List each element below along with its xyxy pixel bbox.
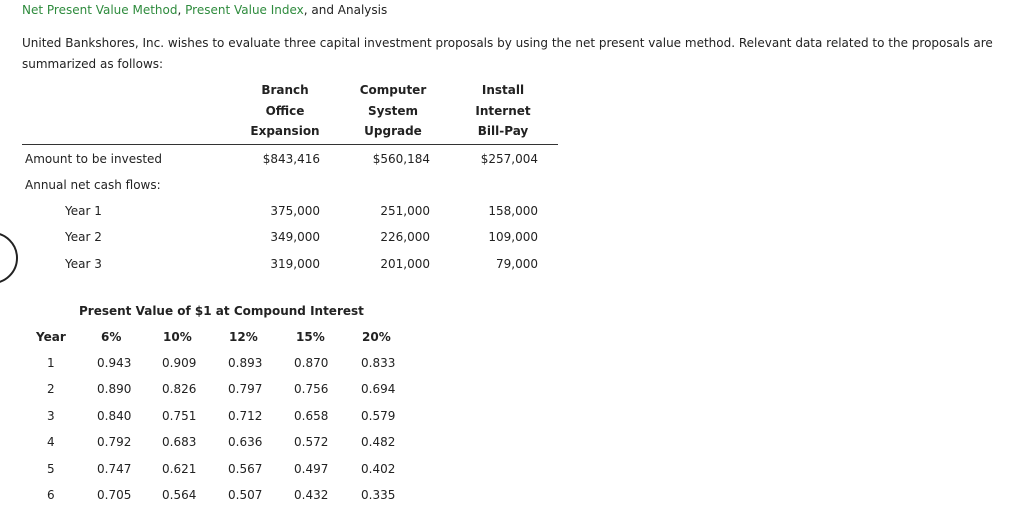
pv-factor-cell: 0.402 <box>361 461 396 476</box>
pv-factor-cell: 0.826 <box>162 382 197 397</box>
pv-factor-cell: 0.705 <box>97 488 132 502</box>
pv-factor-cell: 0.567 <box>228 461 263 476</box>
pv-factor-cell: 0.636 <box>228 435 263 450</box>
title-pvi-link[interactable]: Present Value Index <box>185 3 304 17</box>
cashflow-value: 375,000 <box>270 204 320 218</box>
pv-row-year: 6 <box>47 488 55 502</box>
cash-flows-label: Annual net cash flows: <box>25 178 161 192</box>
year-label: Year 2 <box>65 230 102 244</box>
scroll-handle-circle[interactable] <box>0 232 18 284</box>
pv-factor-cell: 0.683 <box>162 435 197 450</box>
pv-year-header: Year <box>36 330 66 344</box>
pv-factor-cell: 0.840 <box>97 408 132 423</box>
pv-factor-cell: 0.943 <box>97 356 132 370</box>
header-branch-office: Branch Office Expansion <box>230 80 340 142</box>
pv-factor-cell: 0.792 <box>97 435 132 450</box>
header-line: Install <box>481 83 525 97</box>
pv-rate-header: 12% <box>229 330 258 344</box>
header-line: System <box>368 103 418 118</box>
cashflow-value: 319,000 <box>270 257 320 271</box>
pv-table-title: Present Value of $1 at Compound Interest <box>79 304 364 318</box>
pv-factor-cell: 0.572 <box>294 435 329 450</box>
cashflow-value: 79,000 <box>496 257 538 271</box>
header-line: Expansion <box>250 124 320 138</box>
header-line: Office <box>265 103 305 118</box>
header-line: Branch <box>261 83 309 97</box>
pv-factor-cell: 0.482 <box>361 435 396 450</box>
pv-factor-cell: 0.658 <box>294 408 329 423</box>
cashflow-value: 109,000 <box>488 230 538 244</box>
pv-factor-cell: 0.335 <box>361 488 396 502</box>
amount-internet: $257,004 <box>480 152 538 166</box>
pv-factor-cell: 0.909 <box>162 356 197 370</box>
intro-paragraph: United Bankshores, Inc. wishes to evalua… <box>22 36 993 71</box>
page-title: Net Present Value Method, Present Value … <box>22 3 387 17</box>
pv-factor-cell: 0.712 <box>228 408 263 423</box>
pv-factor-cell: 0.751 <box>162 408 197 423</box>
pv-row-year: 1 <box>47 356 55 370</box>
pv-rate-header: 10% <box>163 330 192 344</box>
pv-row-year: 2 <box>47 382 55 397</box>
cashflow-value: 226,000 <box>380 230 430 244</box>
pv-factor-cell: 0.870 <box>294 356 329 370</box>
header-computer-system: Computer System Upgrade <box>338 80 448 142</box>
pv-row-year: 3 <box>47 408 55 423</box>
pv-factor-cell: 0.579 <box>361 408 396 423</box>
pv-factor-cell: 0.564 <box>162 488 197 502</box>
pv-factor-cell: 0.621 <box>162 461 197 476</box>
title-separator: , <box>177 3 186 17</box>
header-divider <box>22 144 558 145</box>
amount-computer: $560,184 <box>372 152 430 166</box>
cashflow-value: 201,000 <box>380 257 430 271</box>
pv-row-year: 4 <box>47 435 55 450</box>
header-internet-billpay: Install Internet Bill-Pay <box>448 80 558 142</box>
pv-factor-cell: 0.797 <box>228 382 263 397</box>
pv-rate-header: 15% <box>296 330 325 344</box>
cashflow-value: 349,000 <box>270 230 320 244</box>
pv-factor-cell: 0.756 <box>294 382 329 397</box>
pv-factor-cell: 0.747 <box>97 461 132 476</box>
year-label: Year 1 <box>65 204 102 218</box>
pv-factor-cell: 0.497 <box>294 461 329 476</box>
pv-rate-header: 6% <box>101 330 122 344</box>
amount-label: Amount to be invested <box>25 152 163 166</box>
cashflow-value: 158,000 <box>488 204 538 218</box>
title-npv-link[interactable]: Net Present Value Method <box>22 3 178 17</box>
pv-rate-header: 20% <box>362 330 391 344</box>
year-label: Year 3 <box>65 257 102 271</box>
header-line: Computer <box>359 83 427 97</box>
header-line: Bill-Pay <box>477 124 529 138</box>
pv-factor-cell: 0.694 <box>361 382 396 397</box>
cashflow-value: 251,000 <box>380 204 430 218</box>
pv-row-year: 5 <box>47 461 55 476</box>
amount-branch: $843,416 <box>262 152 320 166</box>
pv-factor-cell: 0.833 <box>361 356 396 370</box>
pv-factor-cell: 0.890 <box>97 382 132 397</box>
pv-factor-cell: 0.893 <box>228 356 263 370</box>
header-line: Internet <box>475 103 531 118</box>
header-line: Upgrade <box>364 124 422 138</box>
pv-factor-cell: 0.432 <box>294 488 329 502</box>
title-suffix: , and Analysis <box>303 3 388 17</box>
pv-factor-cell: 0.507 <box>228 488 263 502</box>
